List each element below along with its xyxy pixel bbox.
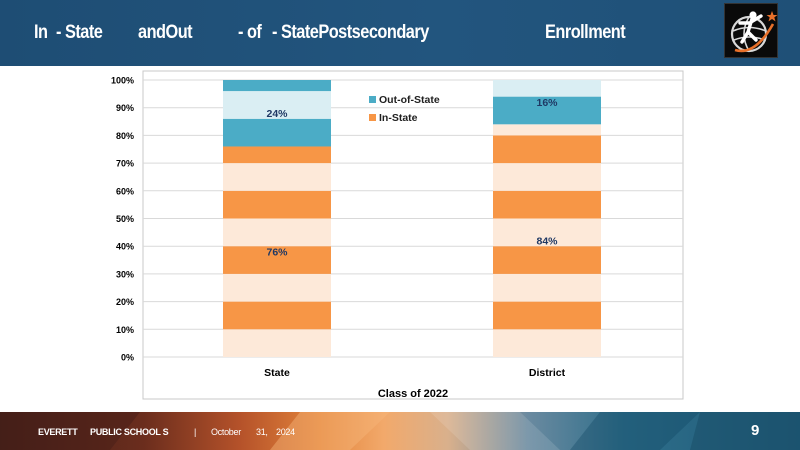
bar-segment-in-state-district [493, 190, 601, 219]
title-part-state-postsecondary: - StatePostsecondary [272, 22, 429, 43]
slide-footer: EVERETT PUBLIC SCHOOL S | October 31, 20… [0, 412, 800, 450]
data-label-in-state-district: 84% [536, 236, 558, 248]
y-tick-label: 80% [116, 131, 134, 141]
bar-segment-in-state-state [223, 190, 331, 219]
bar-segment-out-of-state-state [223, 118, 331, 147]
footer-date-month: October [211, 427, 241, 437]
footer-date-day: 31, [256, 427, 268, 437]
footer-org-part2: PUBLIC SCHOOL S [90, 427, 169, 437]
runner-globe-logo-icon [724, 3, 778, 58]
bar-segment-out-of-state-state [223, 91, 331, 119]
title-part-and-out: andOut [138, 22, 193, 43]
bar-segment-in-state-state [223, 163, 331, 191]
y-tick-label: 100% [111, 76, 134, 86]
x-axis-title: Class of 2022 [378, 388, 448, 400]
bar-segment-in-state-district [493, 329, 601, 357]
page-number: 9 [751, 422, 760, 439]
bar-segment-in-state-district [493, 273, 601, 302]
legend-label-out-of-state: Out-of-State [379, 94, 440, 106]
title-part-enrollment: Enrollment [545, 22, 626, 43]
stacked-bar-chart: 0% 10% 20% 30% 40% 50% 60% 70% 80% 90% 100% 76% 24%… [111, 70, 684, 400]
y-tick-label: 90% [116, 103, 134, 113]
y-tick-label: 0% [121, 353, 134, 363]
legend-label-in-state: In-State [379, 112, 418, 124]
bar-segment-in-state-district [493, 246, 601, 274]
chart-area: 0% 10% 20% 30% 40% 50% 60% 70% 80% 90% 100% 76% 24%… [0, 66, 800, 411]
x-category-label-state: State [264, 367, 290, 379]
legend-swatch-out-of-state [369, 96, 376, 103]
x-category-label-district: District [529, 367, 566, 379]
title-part-of: - of [238, 22, 262, 43]
bar-segment-in-state-state [223, 246, 331, 274]
data-label-out-of-state-district: 16% [536, 97, 558, 109]
footer-decoration [0, 412, 800, 450]
bar-segment-in-state-state [223, 218, 331, 247]
bar-segment-in-state-district [493, 301, 601, 330]
bar-segment-in-state-state [223, 146, 331, 164]
y-tick-label: 30% [116, 269, 134, 279]
bar-segment-out-of-state-district [493, 96, 601, 125]
bar-segment-in-state-district [493, 218, 601, 247]
bar-segment-in-state-state [223, 301, 331, 330]
slide-header: In - State andOut - of - StatePostsecond… [0, 0, 800, 66]
bar-segment-out-of-state-state [223, 80, 331, 92]
y-tick-label: 40% [116, 242, 134, 252]
y-tick-label: 10% [116, 325, 134, 335]
data-label-in-state-state: 76% [266, 247, 288, 259]
title-part-in: In [34, 22, 48, 43]
footer-separator: | [194, 427, 197, 437]
y-tick-label: 60% [116, 186, 134, 196]
legend-swatch-in-state [369, 114, 376, 121]
bar-segment-in-state-district [493, 124, 601, 136]
bar-segment-in-state-district [493, 163, 601, 191]
footer-date-year: 2024 [276, 427, 295, 437]
title-part-state: - State [56, 22, 103, 43]
bar-segment-in-state-district [493, 135, 601, 164]
bar-segment-in-state-state [223, 329, 331, 357]
data-label-out-of-state-state: 24% [266, 108, 288, 120]
footer-org-part1: EVERETT [38, 427, 78, 437]
y-tick-label: 20% [116, 297, 134, 307]
logo-graphic [730, 11, 778, 53]
bar-segment-out-of-state-district [493, 80, 601, 97]
y-tick-label: 50% [116, 214, 134, 224]
y-tick-label: 70% [116, 159, 134, 169]
bar-segment-in-state-state [223, 273, 331, 302]
